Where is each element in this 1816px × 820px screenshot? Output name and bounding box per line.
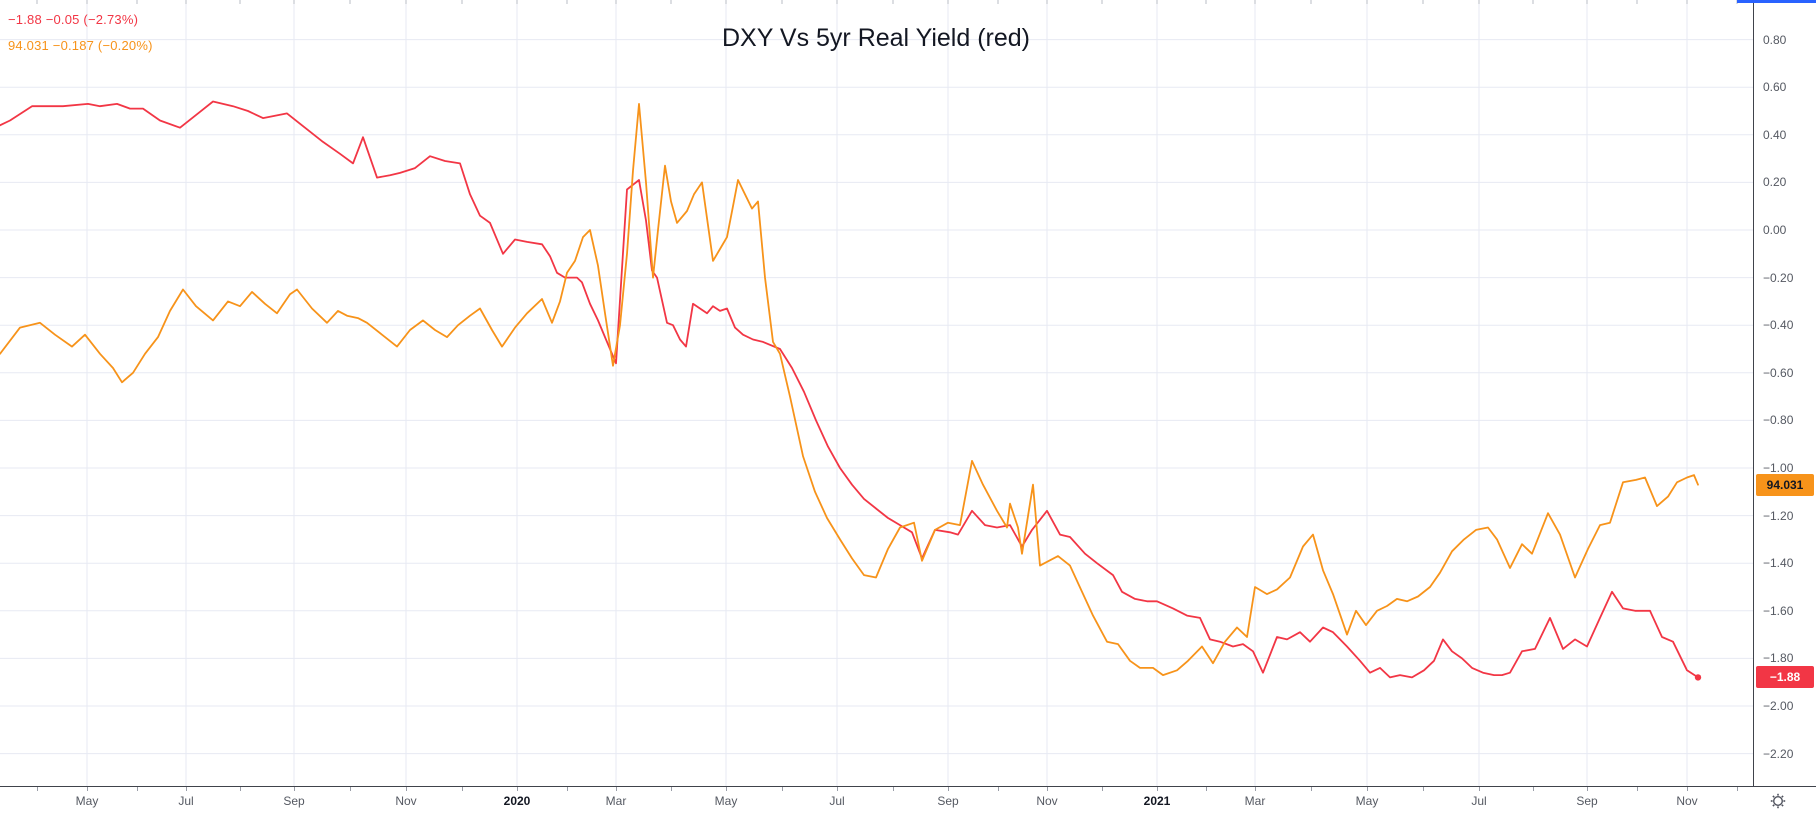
bottom-month-tick bbox=[726, 787, 727, 791]
real-yield-series-line[interactable] bbox=[0, 100, 1699, 679]
bottom-month-tick bbox=[1102, 787, 1103, 791]
bottom-month-tick bbox=[998, 787, 999, 791]
bottom-month-tick bbox=[462, 787, 463, 791]
gear-icon bbox=[1770, 793, 1786, 809]
y-axis-tick-label: −1.60 bbox=[1763, 603, 1794, 618]
x-axis-month-label: Jul bbox=[829, 794, 845, 808]
legend-row-real-yield: −1.88 −0.05 (−2.73%) bbox=[8, 12, 139, 27]
bottom-month-tick bbox=[350, 787, 351, 791]
bottom-month-tick bbox=[1479, 787, 1480, 791]
y-axis-tick-label: −0.40 bbox=[1763, 318, 1794, 333]
y-axis-tick-label: −0.80 bbox=[1763, 413, 1794, 428]
x-axis-month-label: Sep bbox=[1576, 794, 1598, 808]
x-axis-month-label: Nov bbox=[1036, 794, 1058, 808]
bottom-month-tick bbox=[1255, 787, 1256, 791]
y-axis-tick-label: 0.00 bbox=[1763, 223, 1787, 237]
y-axis-tick-label: −1.20 bbox=[1763, 508, 1794, 523]
y-axis-tick-label: −0.20 bbox=[1763, 270, 1794, 285]
bottom-month-tick bbox=[1637, 787, 1638, 791]
x-axis-month-label: Sep bbox=[283, 794, 305, 808]
bottom-month-tick bbox=[1047, 787, 1048, 791]
x-axis-month-label: Sep bbox=[937, 794, 959, 808]
x-axis-year-label: 2020 bbox=[503, 794, 531, 808]
bottom-month-tick bbox=[1737, 787, 1738, 791]
bottom-month-tick bbox=[948, 787, 949, 791]
bottom-month-tick bbox=[1157, 787, 1158, 791]
x-axis-month-label: Mar bbox=[1244, 794, 1266, 808]
y-axis-tick-label: −2.20 bbox=[1763, 746, 1794, 761]
indicator-legend: −1.88 −0.05 (−2.73%) 94.031 −0.187 (−0.2… bbox=[8, 7, 153, 59]
bottom-month-tick bbox=[137, 787, 138, 791]
bottom-month-tick bbox=[1423, 787, 1424, 791]
dxy-price-label: 94.031 bbox=[1756, 473, 1814, 496]
x-axis-month-label: May bbox=[75, 794, 99, 808]
x-axis-month-label: Jul bbox=[1471, 794, 1487, 808]
bottom-month-tick bbox=[517, 787, 518, 791]
y-axis-tick-label: 0.20 bbox=[1763, 175, 1787, 190]
bottom-month-tick bbox=[837, 787, 838, 791]
x-axis-month-label: May bbox=[714, 794, 738, 808]
y-axis-tick-label: −1.40 bbox=[1763, 556, 1794, 571]
loading-bar bbox=[1737, 0, 1816, 3]
y-axis-tick-label: 0.80 bbox=[1763, 32, 1787, 47]
y-axis-tick-label: −2.00 bbox=[1763, 699, 1794, 713]
bottom-month-tick bbox=[1206, 787, 1207, 791]
chart-canvas[interactable] bbox=[0, 0, 1753, 786]
bottom-month-tick bbox=[37, 787, 38, 791]
y-axis-tick-label: −1.00 bbox=[1763, 461, 1794, 475]
bottom-month-tick bbox=[1687, 787, 1688, 791]
dxy-series-line[interactable] bbox=[0, 103, 1699, 676]
bottom-month-tick bbox=[567, 787, 568, 791]
chart-title: DXY Vs 5yr Real Yield (red) bbox=[722, 24, 1030, 52]
bottom-month-tick bbox=[240, 787, 241, 791]
x-axis-month-label: May bbox=[1355, 794, 1379, 808]
axis-settings-button[interactable] bbox=[1768, 791, 1788, 811]
bottom-month-tick bbox=[1587, 787, 1588, 791]
time-axis[interactable]: May Jul Sep Nov 2020 Mar May Jul Sep Nov 2021 Mar Ma… bbox=[0, 786, 1816, 820]
real-yield-price-label: −1.88 bbox=[1756, 666, 1814, 689]
y-axis-tick-label: −1.80 bbox=[1763, 651, 1794, 666]
x-axis-month-label: Nov bbox=[395, 794, 417, 808]
bottom-month-tick bbox=[893, 787, 894, 791]
bottom-month-tick bbox=[406, 787, 407, 791]
bottom-month-tick bbox=[782, 787, 783, 791]
legend-row-dxy: 94.031 −0.187 (−0.20%) bbox=[8, 38, 153, 53]
price-axis[interactable]: 0.80 0.60 0.40 0.20 0.00 −0.20 −0.40 −0.60 −0.80… bbox=[1753, 0, 1816, 820]
chart-plot-area[interactable]: DXY Vs 5yr Real Yield (red) −1.88 −0.05 … bbox=[0, 0, 1753, 786]
x-axis-month-label: Mar bbox=[605, 794, 627, 808]
bottom-month-tick bbox=[294, 787, 295, 791]
bottom-month-tick bbox=[186, 787, 187, 791]
x-axis-month-label: Nov bbox=[1676, 794, 1698, 808]
bottom-month-tick bbox=[671, 787, 672, 791]
bottom-month-tick bbox=[1311, 787, 1312, 791]
y-axis-tick-label: 0.60 bbox=[1763, 80, 1787, 95]
bottom-month-tick bbox=[1367, 787, 1368, 791]
bottom-month-tick bbox=[616, 787, 617, 791]
y-axis-tick-label: −0.60 bbox=[1763, 365, 1794, 380]
bottom-month-tick bbox=[87, 787, 88, 791]
series-end-dot bbox=[1694, 674, 1702, 681]
y-axis-tick-label: 0.40 bbox=[1763, 127, 1787, 142]
x-axis-year-label: 2021 bbox=[1143, 794, 1171, 808]
x-axis-month-label: Jul bbox=[178, 794, 194, 808]
bottom-month-tick bbox=[1533, 787, 1534, 791]
